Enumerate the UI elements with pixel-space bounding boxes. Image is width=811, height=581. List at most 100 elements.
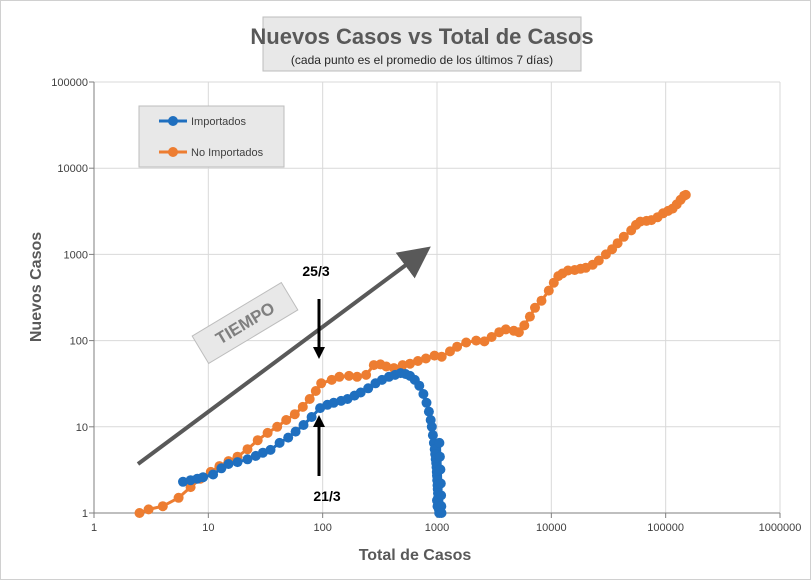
data-point	[436, 508, 447, 518]
x-tick-label: 10	[202, 522, 214, 534]
data-point	[232, 457, 243, 468]
data-point	[283, 432, 294, 443]
x-axis-title: Total de Casos	[359, 547, 472, 564]
data-point	[680, 189, 691, 200]
data-point	[355, 387, 366, 398]
data-point	[435, 478, 446, 489]
data-point	[436, 351, 447, 362]
data-point	[316, 378, 327, 389]
legend-label-importados: Importados	[191, 116, 247, 128]
data-point	[461, 337, 472, 348]
data-point	[513, 327, 524, 338]
legend-marker-no-importados	[168, 147, 178, 157]
data-point	[519, 320, 530, 331]
title-box	[262, 16, 582, 72]
data-point	[418, 389, 429, 399]
x-tick-label: 1000000	[759, 522, 802, 534]
data-point	[397, 360, 408, 371]
tiempo-arrow	[136, 246, 431, 466]
data-point	[223, 459, 234, 469]
data-point	[593, 255, 604, 266]
data-point	[536, 295, 547, 306]
data-point	[310, 386, 321, 396]
data-point	[198, 472, 209, 483]
x-tick-label: 10000	[536, 522, 567, 534]
data-point	[381, 361, 392, 372]
data-point	[434, 451, 445, 462]
data-point	[281, 415, 292, 425]
legend: Importados No Importados	[138, 105, 285, 168]
data-point	[289, 409, 300, 420]
series-no-importados	[134, 189, 691, 518]
data-point	[612, 238, 623, 249]
data-point	[297, 401, 308, 412]
data-point	[471, 335, 482, 346]
data-point	[412, 356, 423, 366]
x-tick-label: 100	[313, 522, 331, 534]
data-point	[479, 336, 490, 347]
data-point	[157, 501, 168, 512]
y-axis-title: Nuevos Casos	[28, 232, 45, 342]
series-importados	[178, 368, 447, 518]
data-point	[257, 447, 268, 458]
data-point	[272, 421, 283, 432]
tick-labels: 1 10 100 1000 10000 100000 1 10 100 1000 10000 1000…	[51, 77, 801, 534]
data-point	[486, 332, 497, 342]
data-point	[530, 302, 540, 313]
y-tick-label: 1000	[64, 249, 88, 261]
data-point	[434, 437, 445, 448]
arrow-down-icon	[313, 347, 325, 359]
data-point	[352, 371, 363, 382]
data-point	[304, 394, 315, 404]
data-point	[452, 341, 463, 352]
data-point	[178, 476, 188, 487]
data-point	[361, 369, 372, 380]
data-point	[363, 383, 374, 394]
data-point	[326, 374, 337, 385]
data-point	[265, 444, 276, 455]
data-point	[421, 397, 432, 408]
series-layer	[134, 189, 691, 518]
data-point	[242, 454, 253, 465]
data-point	[185, 482, 196, 493]
data-point	[543, 285, 554, 296]
data-point	[208, 469, 219, 480]
data-point	[344, 370, 354, 381]
data-point	[290, 426, 301, 437]
data-point	[242, 444, 253, 455]
data-point	[500, 324, 511, 335]
y-tick-label: 100	[70, 336, 88, 348]
y-tick-label: 10	[76, 422, 88, 434]
data-point	[420, 353, 431, 364]
data-point	[524, 311, 535, 322]
y-tick-label: 10000	[57, 163, 88, 175]
chart-title: Nuevos Casos vs Total de Casos	[250, 24, 593, 49]
data-point	[262, 427, 273, 438]
data-point	[445, 346, 455, 357]
annotation-25-3: 25/3	[302, 263, 329, 279]
x-tick-label: 100000	[647, 522, 684, 534]
data-point	[414, 380, 425, 391]
data-point	[274, 437, 285, 448]
y-tick-label: 1	[82, 508, 88, 520]
data-point	[252, 435, 263, 446]
chart-subtitle: (cada punto es el promedio de los último…	[291, 53, 553, 67]
data-point	[334, 371, 345, 382]
data-point	[405, 358, 415, 369]
annotation-21-3: 21/3	[313, 488, 340, 504]
data-point	[306, 412, 317, 422]
arrow-up-icon	[313, 415, 325, 427]
data-point	[143, 504, 154, 515]
data-point	[423, 406, 434, 417]
data-point	[298, 420, 309, 430]
x-tick-label: 1000	[425, 522, 449, 534]
x-tick-label: 1	[91, 522, 97, 534]
data-point	[435, 464, 446, 475]
data-point	[173, 492, 184, 503]
data-point	[427, 430, 438, 441]
data-point	[426, 421, 437, 432]
legend-marker-importados	[168, 116, 178, 126]
data-point	[618, 231, 629, 242]
